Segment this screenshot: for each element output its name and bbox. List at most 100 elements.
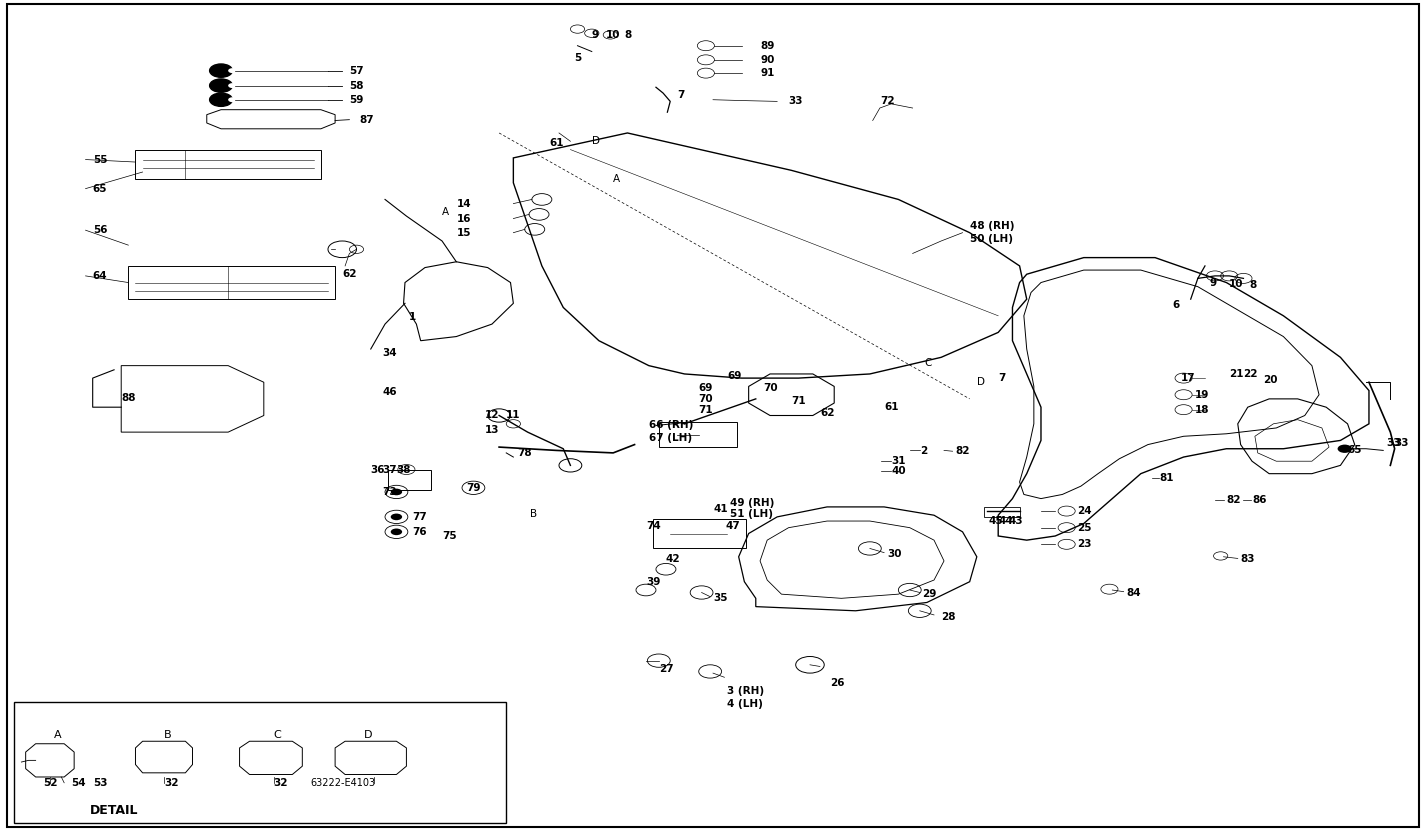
Text: 7: 7: [677, 90, 684, 100]
Text: 52: 52: [43, 778, 57, 788]
Text: 53: 53: [93, 778, 107, 788]
Text: 74: 74: [646, 521, 660, 531]
Text: 59: 59: [349, 95, 364, 105]
Text: 13: 13: [485, 425, 499, 435]
Text: 11: 11: [506, 411, 520, 420]
Text: 75: 75: [442, 531, 456, 541]
Text: 65: 65: [1348, 445, 1362, 455]
Circle shape: [391, 529, 402, 535]
Circle shape: [391, 514, 402, 520]
Text: D: D: [977, 377, 985, 387]
Text: 41: 41: [713, 504, 727, 514]
Text: 55: 55: [93, 155, 107, 165]
Text: 3 (RH): 3 (RH): [727, 686, 764, 696]
Text: A: A: [54, 730, 61, 740]
Text: 64: 64: [93, 271, 107, 281]
Circle shape: [228, 97, 237, 102]
Text: 33: 33: [789, 96, 803, 106]
Text: 78: 78: [518, 448, 532, 458]
Text: 71: 71: [791, 396, 806, 406]
Text: 8: 8: [625, 30, 632, 40]
Text: DETAIL: DETAIL: [90, 804, 138, 817]
Text: 32: 32: [274, 778, 288, 788]
Text: 37: 37: [382, 465, 396, 475]
Text: 61: 61: [884, 402, 898, 412]
Text: 70: 70: [699, 394, 713, 404]
Text: 89: 89: [760, 41, 774, 51]
Circle shape: [391, 489, 402, 495]
Text: 7: 7: [998, 373, 1005, 383]
Text: 16: 16: [456, 214, 471, 224]
Text: 38: 38: [396, 465, 411, 475]
Text: 6: 6: [1172, 300, 1179, 310]
Circle shape: [210, 79, 232, 92]
Text: C: C: [924, 358, 931, 368]
Text: 87: 87: [359, 115, 374, 125]
Text: 21: 21: [1229, 369, 1243, 379]
Circle shape: [228, 68, 237, 73]
Text: 86: 86: [1252, 495, 1266, 505]
Text: 24: 24: [1077, 506, 1091, 516]
Text: 46: 46: [382, 387, 396, 397]
Text: 47: 47: [726, 521, 740, 531]
Text: 62: 62: [342, 269, 356, 279]
Text: 62: 62: [820, 408, 834, 418]
Bar: [984, 507, 1020, 517]
Circle shape: [210, 64, 232, 77]
Text: A: A: [442, 207, 449, 217]
Text: 2: 2: [920, 446, 927, 456]
Text: 83: 83: [1241, 554, 1255, 564]
Text: 26: 26: [830, 678, 844, 688]
Text: 84: 84: [1127, 588, 1141, 597]
Text: D: D: [364, 730, 372, 740]
Text: 30: 30: [887, 549, 901, 559]
Text: 12: 12: [485, 411, 499, 420]
Text: 31: 31: [891, 456, 906, 466]
Text: 40: 40: [891, 466, 906, 476]
Text: 42: 42: [666, 554, 680, 564]
Text: 58: 58: [349, 81, 364, 91]
Text: 9: 9: [1209, 278, 1216, 288]
Text: 8: 8: [1249, 280, 1256, 290]
Circle shape: [228, 83, 237, 88]
Text: 56: 56: [93, 225, 107, 235]
Text: 27: 27: [659, 664, 673, 674]
Bar: [653, 519, 746, 548]
Text: 51 (LH): 51 (LH): [730, 509, 773, 519]
Text: 39: 39: [646, 577, 660, 587]
Text: 20: 20: [1263, 375, 1278, 385]
Text: 69: 69: [727, 371, 742, 381]
Circle shape: [1338, 445, 1352, 453]
Text: 9: 9: [592, 30, 599, 40]
Text: 34: 34: [382, 348, 396, 358]
Text: D: D: [592, 136, 600, 146]
Text: 23: 23: [1077, 539, 1091, 549]
Text: 70: 70: [763, 383, 777, 393]
Text: B: B: [530, 509, 538, 519]
Text: 25: 25: [1077, 523, 1091, 533]
Text: 49 (RH): 49 (RH): [730, 498, 774, 508]
Bar: [659, 422, 737, 447]
Text: 18: 18: [1195, 405, 1209, 415]
Text: 67 (LH): 67 (LH): [649, 433, 692, 443]
Text: 91: 91: [760, 68, 774, 78]
Text: 5: 5: [575, 53, 582, 63]
Text: 82: 82: [1226, 495, 1241, 505]
Text: 45: 45: [988, 516, 1002, 526]
Text: 79: 79: [466, 483, 481, 493]
Text: 71: 71: [699, 405, 713, 415]
Text: 48 (RH): 48 (RH): [970, 221, 1014, 231]
Text: 69: 69: [699, 383, 713, 393]
Circle shape: [210, 93, 232, 106]
Text: 50 (LH): 50 (LH): [970, 234, 1012, 244]
Text: 57: 57: [349, 66, 364, 76]
Bar: [14, 702, 506, 823]
Text: 44: 44: [998, 516, 1012, 526]
Text: 29: 29: [923, 589, 937, 599]
Text: 72: 72: [880, 96, 894, 106]
Text: 35: 35: [713, 593, 727, 603]
Text: 32: 32: [164, 778, 178, 788]
Text: 15: 15: [456, 228, 471, 238]
Text: 73: 73: [382, 487, 396, 497]
Bar: [388, 470, 431, 490]
